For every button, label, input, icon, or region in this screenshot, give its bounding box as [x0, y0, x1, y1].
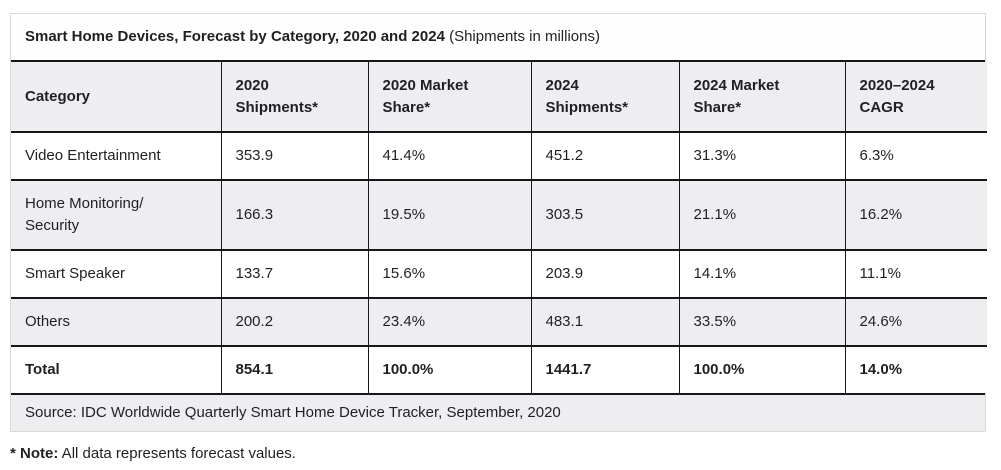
header-row: Category 2020 Shipments* 2020 Market Sha… — [10, 61, 988, 133]
table-title: Smart Home Devices, Forecast by Category… — [11, 14, 985, 62]
table-cell: 100.0% — [678, 345, 846, 394]
footnote-label: * Note: — [10, 445, 59, 462]
table-cell: Smart Speaker — [10, 249, 222, 299]
table-row-smart-speaker: Smart Speaker 133.7 15.6% 203.9 14.1% 11… — [10, 249, 988, 299]
table-cell: 14.1% — [678, 249, 846, 299]
column-header-cagr: 2020–2024 CAGR — [844, 61, 988, 133]
table-cell: 100.0% — [367, 345, 532, 394]
footnote-text: All data represents forecast values. — [58, 445, 296, 462]
table-title-main: Smart Home Devices, Forecast by Category… — [25, 28, 445, 45]
table-cell: 24.6% — [844, 297, 988, 347]
table-row-others: Others 200.2 23.4% 483.1 33.5% 24.6% — [10, 297, 988, 347]
table-cell: 303.5 — [530, 179, 680, 251]
table-cell: 166.3 — [220, 179, 369, 251]
table-title-suffix: (Shipments in millions) — [444, 28, 600, 45]
column-header-category: Category — [10, 61, 222, 133]
column-header-2020-market-share: 2020 Market Share* — [367, 61, 532, 133]
table-cell: Video Entertainment — [10, 131, 222, 181]
table-cell: 200.2 — [220, 297, 369, 347]
footnote: * Note: All data represents forecast val… — [10, 443, 296, 465]
table-cell: Home Monitoring/ Security — [10, 179, 222, 251]
table-cell: 23.4% — [367, 297, 532, 347]
table-cell: 14.0% — [844, 345, 988, 394]
table-cell: Others — [10, 297, 222, 347]
table-cell: 854.1 — [220, 345, 369, 394]
forecast-table-card: Smart Home Devices, Forecast by Category… — [10, 13, 988, 432]
table-cell: 133.7 — [220, 249, 369, 299]
table-cell: 16.2% — [844, 179, 988, 251]
table-cell: 353.9 — [220, 131, 369, 181]
table-cell: 41.4% — [367, 131, 532, 181]
table-cell: 6.3% — [844, 131, 988, 181]
table-row-home-monitoring-security: Home Monitoring/ Security 166.3 19.5% 30… — [10, 179, 988, 251]
table-cell: 33.5% — [678, 297, 846, 347]
table-cell: 15.6% — [367, 249, 532, 299]
table-cell: 451.2 — [530, 131, 680, 181]
column-header-2020-shipments: 2020 Shipments* — [220, 61, 369, 133]
table-cell: 203.9 — [530, 249, 680, 299]
source-line: Source: IDC Worldwide Quarterly Smart Ho… — [11, 393, 985, 431]
table-cell: 31.3% — [678, 131, 846, 181]
table-cell: Total — [10, 345, 222, 394]
table-row-video-entertainment: Video Entertainment 353.9 41.4% 451.2 31… — [10, 131, 988, 181]
table-cell: 11.1% — [844, 249, 988, 299]
column-header-2024-market-share: 2024 Market Share* — [678, 61, 846, 133]
column-header-2024-shipments: 2024 Shipments* — [530, 61, 680, 133]
table-cell: 21.1% — [678, 179, 846, 251]
table-cell: 483.1 — [530, 297, 680, 347]
forecast-table: Category 2020 Shipments* 2020 Market Sha… — [10, 61, 988, 394]
table-row-total: Total 854.1 100.0% 1441.7 100.0% 14.0% — [10, 345, 988, 394]
table-cell: 1441.7 — [530, 345, 680, 394]
table-cell: 19.5% — [367, 179, 532, 251]
